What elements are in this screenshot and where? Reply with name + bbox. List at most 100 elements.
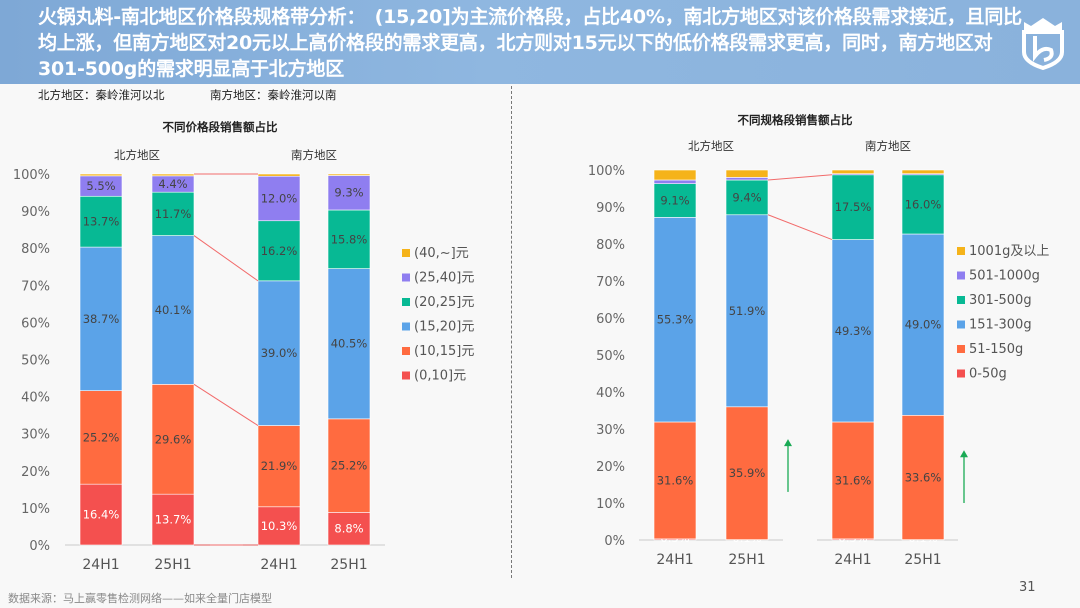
legend-swatch <box>957 345 965 353</box>
y-tick-label: 90% <box>596 201 625 216</box>
bar-segment <box>257 280 301 426</box>
legend-label: (20,25]元 <box>414 295 474 310</box>
data-label: 16.0% <box>905 197 942 211</box>
bar-segment <box>257 506 301 546</box>
x-tick-label: 25H1 <box>330 557 367 573</box>
data-label: 16.4% <box>83 508 120 522</box>
north-region-note: 北方地区：秦岭淮河以北 <box>38 88 165 102</box>
bar-segment <box>653 217 697 423</box>
bar-segment <box>831 239 875 423</box>
bar-segment <box>327 512 371 546</box>
legend-swatch <box>957 247 965 255</box>
data-label: 39.0% <box>261 346 298 360</box>
legend-label: 301-500g <box>969 293 1032 308</box>
data-label: 15.8% <box>331 232 368 246</box>
x-tick-label: 25H1 <box>154 557 191 573</box>
bar-segment <box>257 425 301 508</box>
legend-label: 1001g及以上 <box>969 244 1049 259</box>
bar-segment <box>725 177 769 181</box>
legend-swatch <box>957 296 965 304</box>
bar-segment <box>327 418 371 513</box>
connector-line <box>193 383 259 426</box>
data-label: 49.0% <box>905 318 942 332</box>
y-tick-label: 90% <box>21 205 50 220</box>
x-tick-label: 24H1 <box>260 557 297 573</box>
bar-segment <box>725 214 769 408</box>
data-label: 4.4% <box>158 177 187 191</box>
y-tick-label: 20% <box>596 460 625 475</box>
group-label: 南方地区 <box>291 148 337 162</box>
legend-label: 501-1000g <box>969 269 1040 284</box>
data-source-note: 数据来源：马上赢零售检测网络——如来全量门店模型 <box>8 592 272 605</box>
y-tick-label: 0% <box>604 534 625 549</box>
page-title: 火锅丸料-南北地区价格段规格带分析： (15,20]为主流价格段，占比40%，南… <box>38 6 1022 80</box>
bar-segment <box>151 384 195 495</box>
data-label: 31.6% <box>657 473 694 487</box>
bar-segment <box>257 173 301 177</box>
x-tick-label: 24H1 <box>656 552 693 568</box>
bar-segment <box>653 169 697 181</box>
legend-swatch <box>957 320 965 329</box>
data-label: 9.1% <box>660 194 689 208</box>
arrow-head-icon <box>784 439 792 447</box>
data-label: 38.7% <box>83 312 120 326</box>
y-tick-label: 80% <box>596 238 625 253</box>
legend-label: 151-300g <box>969 318 1032 333</box>
data-label: 16.2% <box>261 244 298 258</box>
y-tick-label: 20% <box>21 465 50 480</box>
data-label: 40.5% <box>331 337 368 351</box>
bar-segment <box>653 179 697 184</box>
data-label: 11.7% <box>155 207 192 221</box>
y-tick-label: 100% <box>588 164 625 179</box>
arrow-head-icon <box>960 450 968 458</box>
data-label: 8.8% <box>334 522 363 536</box>
legend-swatch <box>402 371 410 380</box>
bar-segment <box>901 174 945 235</box>
data-label: 25.2% <box>83 430 120 444</box>
legend-swatch <box>402 322 410 331</box>
data-label: 31.6% <box>835 473 872 487</box>
group-label: 北方地区 <box>114 148 160 162</box>
group-label: 北方地区 <box>688 139 734 153</box>
legend-label: (10,15]元 <box>414 344 474 359</box>
bar-segment <box>901 169 945 174</box>
y-tick-label: 70% <box>596 275 625 290</box>
y-tick-label: 30% <box>21 428 50 443</box>
legend-label: (40,~]元 <box>414 246 469 261</box>
chart-title: 不同价格段销售额占比 <box>163 120 278 134</box>
group-label: 南方地区 <box>865 139 911 153</box>
connector-line <box>767 214 833 241</box>
connector-line <box>193 235 259 282</box>
data-label: 29.6% <box>155 432 192 446</box>
data-label: 13.7% <box>155 513 192 527</box>
data-label: 13.7% <box>83 215 120 229</box>
y-tick-label: 70% <box>21 279 50 294</box>
legend-label: 51-150g <box>969 342 1023 357</box>
legend-label: (25,40]元 <box>414 271 474 286</box>
data-label: 10.3% <box>261 519 298 533</box>
bar-segment <box>327 268 371 420</box>
legend-swatch <box>957 271 965 280</box>
y-tick-label: 10% <box>596 497 625 512</box>
legend-swatch <box>402 347 410 355</box>
legend-swatch <box>957 369 965 378</box>
bar-segment <box>79 390 123 485</box>
bar-segment <box>79 195 123 248</box>
header-banner: 火锅丸料-南北地区价格段规格带分析： (15,20]为主流价格段，占比40%，南… <box>0 0 1080 84</box>
bar-segment <box>257 220 301 282</box>
data-label: 17.5% <box>835 200 872 214</box>
data-label: 40.1% <box>155 303 192 317</box>
legend-label: 0-50g <box>969 367 1007 382</box>
bar-segment <box>327 209 371 269</box>
bar-segment <box>79 483 123 546</box>
bar-segment <box>79 173 123 177</box>
y-tick-label: 60% <box>596 312 625 327</box>
legend-label: (15,20]元 <box>414 320 474 335</box>
x-tick-label: 25H1 <box>728 552 765 568</box>
y-tick-label: 30% <box>596 423 625 438</box>
bar-segment <box>831 169 875 174</box>
bar-segment <box>79 246 123 391</box>
bar-segment <box>257 175 301 222</box>
